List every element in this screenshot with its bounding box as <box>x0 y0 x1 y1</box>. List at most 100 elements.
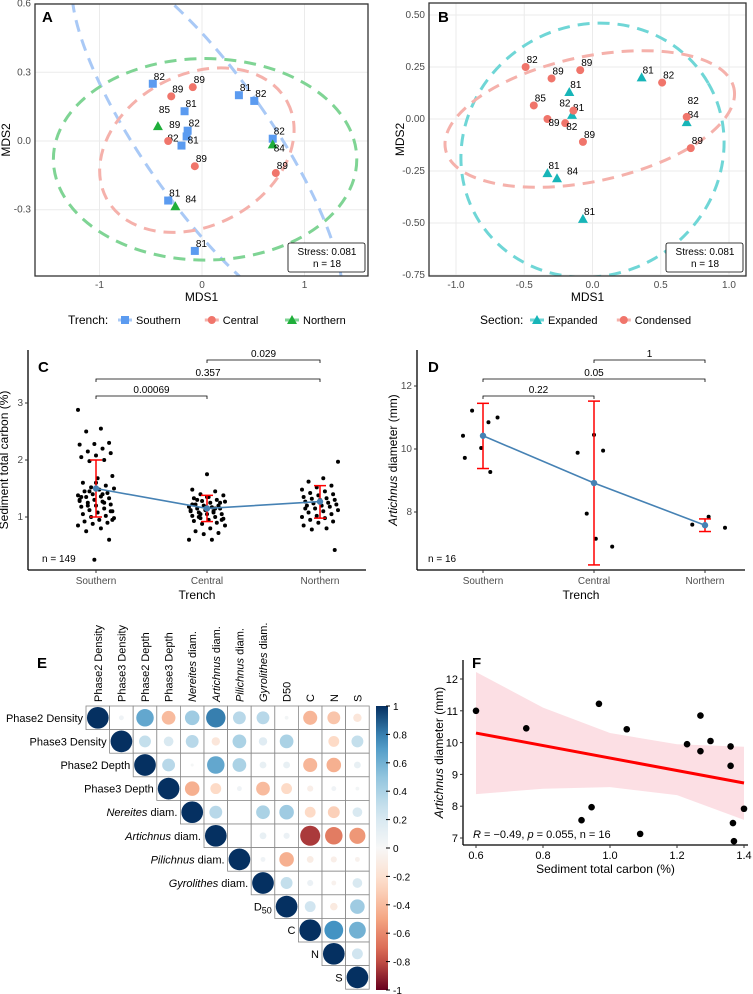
row-label-part: diam. <box>147 807 177 819</box>
data-point <box>727 762 734 770</box>
x-tick-label: 0.5 <box>654 280 668 291</box>
data-point <box>321 509 326 514</box>
legend: Section: Expanded Condensed <box>480 313 691 327</box>
row-label-part: Artichnus <box>124 831 171 843</box>
column-label: N <box>329 694 341 702</box>
x-axis-title: Sediment total carbon (%) <box>536 862 675 876</box>
x-tick-label: 1.0 <box>722 280 736 291</box>
column-label-part: diam. <box>234 628 246 658</box>
correlation-circle <box>206 708 226 728</box>
data-point <box>82 489 87 494</box>
y-tick-label: -0.25 <box>402 166 425 177</box>
correlation-circle <box>327 711 341 725</box>
correlation-circle <box>352 878 363 888</box>
n-text: n = 18 <box>691 259 720 270</box>
x-tick-label: 1.2 <box>669 850 684 862</box>
column-label: Phase2 Depth <box>140 632 152 702</box>
matrix-cell <box>227 800 252 825</box>
y-tick-label: 10 <box>446 738 458 750</box>
correlation-circle <box>232 758 247 772</box>
data-point <box>706 514 711 519</box>
legend-item-northern: Northern <box>303 315 346 327</box>
regression-panel: 7 8 9 10 11 12 0.6 0.8 1.0 1.2 1.4 Sediment total c… <box>432 660 752 876</box>
correlation-circle <box>325 827 343 845</box>
plot-background <box>429 3 746 276</box>
data-point <box>105 491 110 496</box>
correlation-circle <box>284 715 289 720</box>
correlation-circle <box>304 901 316 913</box>
data-point <box>495 415 500 420</box>
data-point <box>76 523 80 528</box>
point-central <box>190 162 199 171</box>
data-point <box>309 496 314 501</box>
correlation-circle <box>232 711 246 725</box>
x-tick-label: 0 <box>199 280 205 291</box>
data-point <box>740 805 748 813</box>
point-label: 89 <box>172 84 184 95</box>
data-point <box>690 522 695 527</box>
point-label: 82 <box>255 89 267 100</box>
correlation-circle <box>118 715 124 721</box>
data-point <box>309 527 314 532</box>
correlation-matrix: Phase2 Density Phase2 Density Phase3 Densi… <box>6 623 411 994</box>
correlation-circle <box>350 899 365 914</box>
x-tick-label: -0.5 <box>516 280 534 291</box>
data-point <box>107 496 112 501</box>
correlation-circle <box>280 877 293 889</box>
data-point <box>188 508 193 513</box>
data-point <box>213 489 218 494</box>
column-label-part: N <box>329 694 341 702</box>
correlation-circle <box>279 804 294 820</box>
row-label: Phase2 Density <box>6 713 84 725</box>
column-label: C <box>305 694 317 702</box>
point-central <box>271 169 280 178</box>
correlation-circle <box>232 734 247 749</box>
data-point <box>219 517 224 522</box>
correlation-circle <box>279 734 294 749</box>
row-label: S <box>335 972 342 984</box>
correlation-circle <box>157 777 180 800</box>
correlation-circle <box>299 919 322 942</box>
colorbar-tick-label: -0.2 <box>393 872 411 883</box>
row-label: Artichnus diam. <box>124 831 201 843</box>
point-condensed <box>658 78 667 87</box>
mds-panel-A: -1 0 1-0.30.00.30.682818182828182828181898… <box>0 0 369 327</box>
y-tick-label: 0.00 <box>406 114 426 125</box>
point-condensed <box>547 74 556 83</box>
colorbar-tick-label: 0.8 <box>393 730 407 741</box>
correlation-circle <box>304 806 316 818</box>
correlation-circle <box>256 781 270 796</box>
point-label: 89 <box>584 130 596 141</box>
data-point <box>105 520 110 525</box>
point-southern <box>250 96 259 105</box>
data-point <box>80 480 85 485</box>
point-southern <box>164 196 173 205</box>
mean-point <box>590 479 598 487</box>
data-point <box>82 519 87 524</box>
y-axis-title: MDS2 <box>393 123 407 157</box>
data-point <box>195 497 200 502</box>
point-condensed <box>561 119 570 128</box>
data-point <box>223 523 227 528</box>
y-tick-label: 12 <box>401 381 413 392</box>
point-northern <box>152 121 163 131</box>
row-label: N <box>311 949 319 961</box>
mean-point <box>701 522 709 529</box>
point-southern <box>234 91 243 100</box>
data-point <box>462 455 467 460</box>
correlation-circle <box>351 735 364 748</box>
column-label-part: S <box>352 695 364 702</box>
correlation-circle <box>279 852 294 867</box>
correlation-circle <box>354 856 360 862</box>
dotplot-D: 8 10 12 Southern Central Northern Trench Artich… <box>386 349 745 602</box>
x-tick-label: 1.0 <box>602 850 617 862</box>
correlation-circle <box>355 786 360 791</box>
colorbar-tick-label: 0.6 <box>393 759 407 770</box>
point-northern <box>267 139 278 149</box>
p-value-label: 0.00069 <box>133 385 170 396</box>
correlation-circle <box>322 942 345 965</box>
point-label: 82 <box>663 71 675 82</box>
x-tick-label: -1.0 <box>447 280 465 291</box>
point-label: 82 <box>527 55 539 66</box>
data-point <box>336 508 340 513</box>
